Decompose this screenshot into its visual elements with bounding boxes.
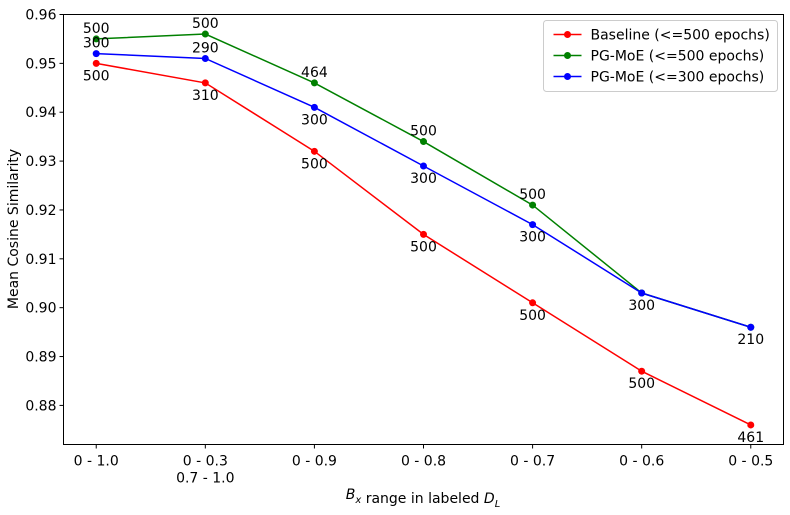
point-label: 461 bbox=[737, 430, 764, 446]
legend-marker bbox=[564, 52, 571, 59]
point-label: 310 bbox=[192, 88, 219, 104]
point-label: 500 bbox=[83, 68, 110, 84]
point-label: 500 bbox=[83, 21, 110, 37]
point bbox=[529, 299, 537, 307]
point bbox=[529, 221, 537, 229]
point bbox=[201, 54, 209, 62]
y-tick-label: 0.89 bbox=[25, 350, 56, 366]
x-axis-label: Bx range in labeled DL bbox=[346, 487, 501, 510]
point-label: 464 bbox=[301, 65, 328, 81]
point-label: 300 bbox=[410, 171, 437, 187]
point-label: 300 bbox=[83, 36, 110, 52]
point-label: 500 bbox=[519, 187, 546, 203]
y-tick-label: 0.88 bbox=[25, 398, 56, 414]
point-label: 500 bbox=[519, 308, 546, 324]
point-label: 300 bbox=[519, 230, 546, 246]
point bbox=[201, 30, 209, 38]
legend-marker bbox=[564, 73, 571, 80]
point bbox=[420, 230, 427, 238]
point bbox=[420, 162, 427, 170]
x-tick-label: 0 - 0.8 bbox=[401, 454, 446, 470]
point-label: 500 bbox=[192, 16, 219, 32]
x-tick-label: 0 - 0.5 bbox=[728, 454, 773, 470]
y-axis-label: Mean Cosine Similarity bbox=[6, 149, 22, 309]
point bbox=[310, 79, 318, 87]
legend-box bbox=[543, 20, 778, 92]
legend-label: Baseline (<=500 epochs) bbox=[591, 28, 770, 44]
point-label: 500 bbox=[628, 376, 655, 392]
x-tick-label: 0 - 0.3 0.7 - 1.0 bbox=[176, 454, 234, 487]
y-tick-label: 0.93 bbox=[25, 154, 56, 170]
point bbox=[310, 103, 318, 111]
point bbox=[420, 138, 427, 146]
point-label: 500 bbox=[410, 239, 437, 255]
point bbox=[638, 289, 646, 297]
x-tick-label: 0 - 0.7 bbox=[510, 454, 555, 470]
point bbox=[638, 367, 646, 375]
point bbox=[747, 323, 755, 331]
point bbox=[201, 79, 209, 87]
y-tick-label: 0.91 bbox=[25, 252, 56, 268]
point bbox=[310, 147, 318, 155]
point bbox=[92, 35, 100, 43]
point bbox=[92, 50, 100, 58]
point bbox=[529, 201, 537, 209]
y-tick-label: 0.90 bbox=[25, 301, 56, 317]
legend-marker bbox=[564, 31, 571, 38]
legend-label: PG-MoE (<=500 epochs) bbox=[591, 49, 765, 65]
point-label: 500 bbox=[301, 156, 328, 172]
point-label: 290 bbox=[192, 40, 219, 56]
point-label: 500 bbox=[410, 124, 437, 140]
x-tick-label: 0 - 0.6 bbox=[619, 454, 664, 470]
y-tick-label: 0.95 bbox=[25, 56, 56, 72]
point bbox=[92, 59, 100, 67]
point-label: 210 bbox=[737, 332, 764, 348]
point-label: 300 bbox=[301, 112, 328, 128]
legend-label: PG-MoE (<=300 epochs) bbox=[591, 70, 765, 86]
y-tick-label: 0.94 bbox=[25, 105, 56, 121]
point-label: 300 bbox=[628, 298, 655, 314]
point bbox=[747, 421, 755, 429]
x-tick-label: 0 - 1.0 bbox=[74, 454, 119, 470]
y-tick-label: 0.96 bbox=[25, 8, 56, 24]
x-tick-label: 0 - 0.9 bbox=[292, 454, 337, 470]
y-tick-label: 0.92 bbox=[25, 203, 56, 219]
